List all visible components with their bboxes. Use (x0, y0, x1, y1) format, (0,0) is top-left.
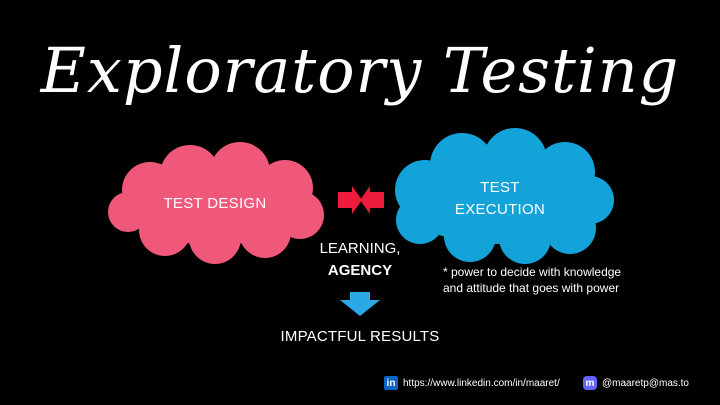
agency-label: AGENCY (327, 262, 393, 279)
test-design-label: TEST DESIGN (163, 195, 267, 212)
mastodon-handle[interactable]: @maaretp@mas.to (602, 377, 689, 389)
mastodon-icon: m (583, 376, 597, 390)
learning-label: LEARNING, (319, 240, 401, 257)
mastodon-footer[interactable]: m @maaretp@mas.to (583, 374, 689, 392)
test-execution-label: TEST EXECUTION (410, 177, 590, 221)
linkedin-link[interactable]: https://www.linkedin.com/in/maaret/ (403, 377, 560, 389)
impactful-results-label: IMPACTFUL RESULTS (280, 328, 440, 345)
test-execution-label-line1: TEST (480, 179, 520, 196)
test-design-cloud (108, 142, 324, 264)
converging-arrows-icon (338, 186, 384, 214)
footnote-line1: * power to decide with knowledge (443, 265, 622, 279)
learning-agency-label: LEARNING, AGENCY (300, 238, 420, 282)
linkedin-icon: in (384, 376, 398, 390)
down-arrow-icon (340, 292, 380, 316)
test-execution-label-line2: EXECUTION (454, 201, 546, 218)
agency-footnote: * power to decide with knowledge and att… (443, 264, 703, 296)
linkedin-footer[interactable]: in https://www.linkedin.com/in/maaret/ (384, 374, 560, 392)
slide-title: Exploratory Testing (40, 34, 680, 107)
footnote-line2: and attitude that goes with power (443, 281, 620, 295)
test-execution-cloud (395, 128, 614, 264)
